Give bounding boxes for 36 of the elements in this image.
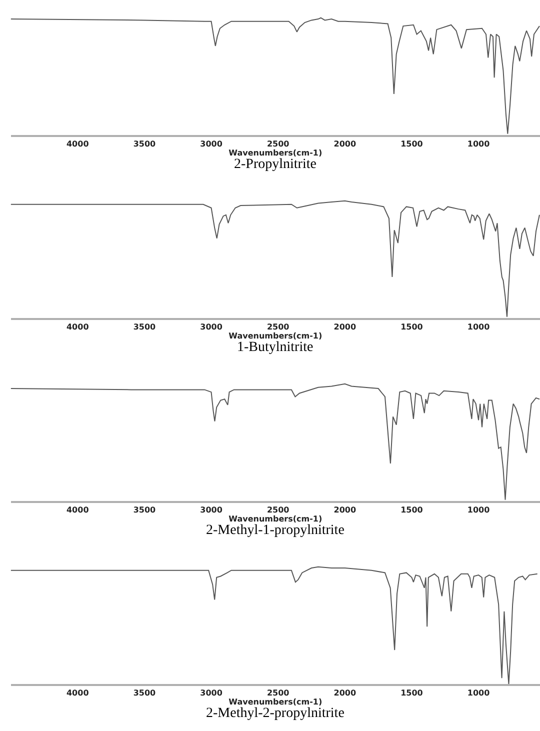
x-tick-label: 2500 — [266, 322, 290, 332]
x-tick-label: 4000 — [66, 322, 90, 332]
x-tick-label: 3500 — [133, 322, 156, 332]
x-tick-label: 1000 — [467, 506, 490, 515]
x-tick-label: 1500 — [400, 506, 424, 515]
x-tick-label: 2000 — [334, 506, 356, 515]
x-axis-title: Wavenumbers(cm-1) — [228, 698, 322, 707]
x-tick-label: 2500 — [266, 506, 290, 515]
x-tick-label: 1000 — [467, 140, 490, 149]
x-tick-label: 2500 — [266, 140, 290, 149]
x-tick-label: 4000 — [66, 140, 90, 149]
x-tick-label: 3000 — [200, 506, 223, 515]
x-tick-label: 3500 — [133, 140, 156, 149]
text: 1-Butylnitrite — [237, 340, 314, 355]
text: 2-Methyl-1-propylnitrite — [206, 523, 344, 538]
x-axis-title: Wavenumbers(cm-1) — [228, 148, 322, 158]
x-tick-label: 1500 — [400, 688, 424, 698]
x-tick-label: 1000 — [467, 688, 490, 698]
x-tick-label: 3500 — [133, 688, 156, 698]
text: 2-Propylnitrite — [234, 157, 316, 172]
x-tick-label: 3500 — [133, 506, 156, 515]
text: 2-Methyl-2-propylnitrite — [206, 706, 344, 721]
x-tick-label: 4000 — [66, 506, 90, 515]
x-axis-title: Wavenumbers(cm-1) — [228, 514, 322, 524]
x-tick-label: 3000 — [200, 322, 223, 332]
x-tick-label: 3000 — [200, 688, 223, 698]
x-tick-label: 1500 — [400, 322, 424, 332]
x-tick-label: 2000 — [334, 322, 356, 332]
x-tick-label: 1000 — [467, 322, 490, 332]
x-axis-title: Wavenumbers(cm-1) — [228, 332, 322, 341]
x-tick-label: 3000 — [200, 140, 223, 149]
x-tick-label: 2000 — [334, 140, 356, 149]
x-tick-label: 2000 — [334, 688, 356, 698]
x-tick-label: 4000 — [66, 688, 90, 698]
x-tick-label: 2500 — [266, 688, 290, 698]
x-tick-label: 1500 — [400, 140, 424, 149]
